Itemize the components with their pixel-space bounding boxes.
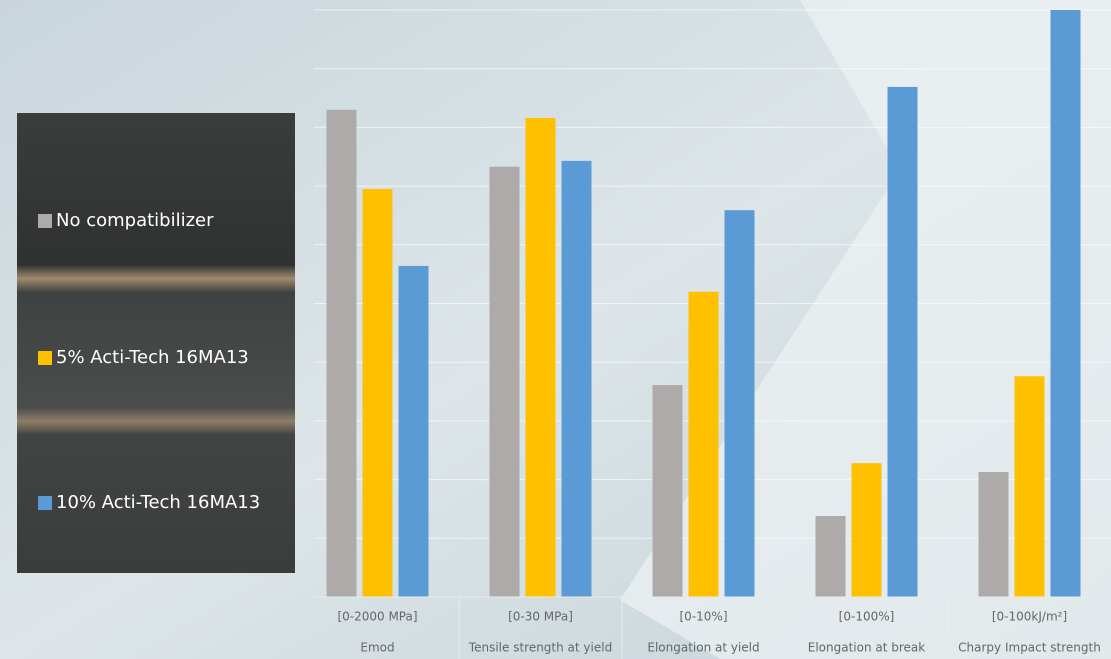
bar <box>561 160 592 597</box>
legend: No compatibilizer 5% Acti-Tech 16MA13 10% … <box>38 210 260 513</box>
x-range-label: [0-2000 MPa] <box>337 610 417 624</box>
bar <box>1014 376 1045 597</box>
bar <box>815 515 846 597</box>
x-tick-label: Emod <box>360 641 394 655</box>
x-range-label: [0-10%] <box>680 610 728 624</box>
x-range-label: [0-100%] <box>839 610 895 624</box>
x-tick-label: Elongation at yield <box>647 641 759 655</box>
bar <box>525 118 556 598</box>
bar <box>398 265 429 597</box>
bar <box>724 210 755 598</box>
x-tick-label: Charpy Impact strength <box>958 641 1101 655</box>
bar <box>362 189 393 597</box>
legend-label: 5% Acti-Tech 16MA13 <box>56 347 249 368</box>
legend-label: No compatibilizer <box>56 210 214 231</box>
bar <box>326 109 357 597</box>
x-range-label: [0-30 MPa] <box>508 610 573 624</box>
bar <box>688 291 719 597</box>
x-tick-label: Tensile strength at yield <box>468 641 612 655</box>
legend-swatch <box>38 351 52 365</box>
x-range-label: [0-100kJ/m²] <box>992 610 1067 624</box>
bar <box>489 166 520 597</box>
legend-label: 10% Acti-Tech 16MA13 <box>56 492 260 513</box>
x-tick-label: Elongation at break <box>808 641 926 655</box>
bar <box>1050 10 1081 597</box>
photo <box>17 113 295 573</box>
legend-swatch <box>38 496 52 510</box>
bar <box>887 86 918 597</box>
bar <box>978 471 1009 597</box>
bar <box>652 385 683 597</box>
bar <box>851 463 882 597</box>
legend-swatch <box>38 214 52 228</box>
